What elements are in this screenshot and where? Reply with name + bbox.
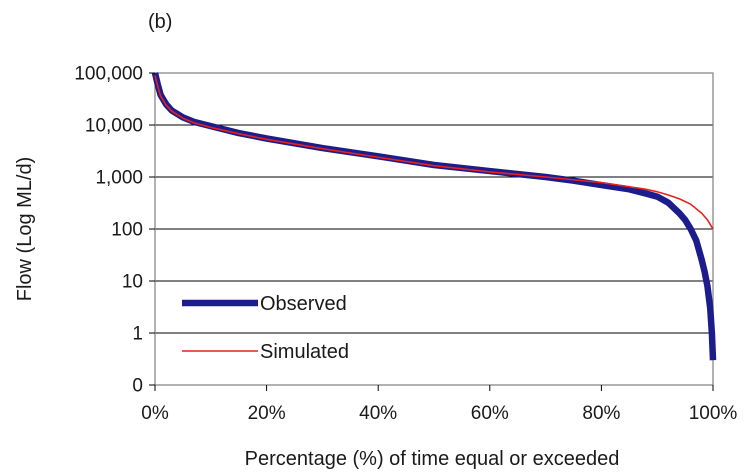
legend-label-observed: Observed <box>260 293 347 315</box>
y-tick-label: 10 <box>122 272 143 293</box>
legend-label-simulated: Simulated <box>260 341 349 363</box>
series-layer <box>151 72 717 361</box>
panel-label: (b) <box>148 11 172 33</box>
y-tick-label: 1,000 <box>95 168 143 189</box>
x-axis-title: Percentage (%) of time equal or exceeded <box>245 448 620 470</box>
x-tick-label: 80% <box>582 403 620 424</box>
gridlines <box>155 124 713 334</box>
x-tick-label: 60% <box>471 403 509 424</box>
x-tick-label: 0% <box>141 403 169 424</box>
legend: Observed Simulated <box>182 293 349 363</box>
y-tick-label: 10,000 <box>85 116 143 137</box>
axes: 0 1 10 100 1,000 10,000 100,000 0% 20% 40% 60% 80% 1… <box>74 64 737 425</box>
x-tick-label: 100% <box>689 403 738 424</box>
y-tick-label: 100,000 <box>74 64 143 85</box>
y-tick-label: 1 <box>132 324 143 345</box>
x-tick-label: 20% <box>248 403 286 424</box>
y-tick-label: 100 <box>111 220 143 241</box>
y-tick-label: 0 <box>132 376 143 397</box>
y-axis-title: Flow (Log ML/d) <box>14 157 36 302</box>
simulated-series-line <box>154 75 714 230</box>
observed-series-line <box>151 72 717 361</box>
x-tick-label: 40% <box>359 403 397 424</box>
